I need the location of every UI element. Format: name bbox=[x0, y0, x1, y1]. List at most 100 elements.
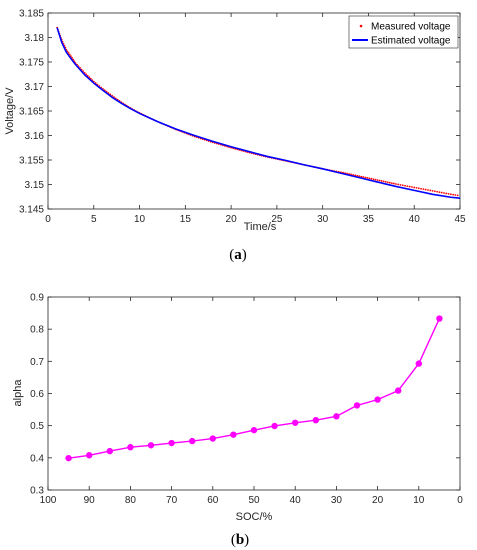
data-point bbox=[189, 437, 196, 445]
measured-point bbox=[424, 188, 427, 191]
data-point bbox=[292, 419, 299, 426]
measured-point bbox=[413, 186, 416, 189]
measured-point bbox=[404, 184, 406, 187]
estimated-voltage-series bbox=[56, 27, 461, 200]
measured-point bbox=[372, 178, 375, 181]
measured-point bbox=[366, 177, 369, 179]
data-point bbox=[168, 439, 175, 447]
x-tick-label: 5 bbox=[91, 214, 97, 225]
x-axis-label: SOC/% bbox=[236, 511, 273, 523]
measured-point bbox=[408, 185, 411, 188]
data-point bbox=[86, 452, 93, 459]
x-tick-label: 45 bbox=[454, 214, 466, 225]
data-point bbox=[127, 444, 134, 451]
measured-point bbox=[429, 189, 432, 192]
x-tick-label: 70 bbox=[166, 495, 178, 506]
measured-point bbox=[433, 190, 436, 193]
voltage-legend: Measured voltage Estimated voltage bbox=[348, 15, 459, 49]
data-point bbox=[312, 416, 319, 424]
measured-point bbox=[399, 183, 402, 186]
y-tick-label: 3.155 bbox=[19, 156, 44, 167]
y-tick-label: 3.165 bbox=[19, 107, 44, 118]
y-tick-label: 0.8 bbox=[30, 325, 44, 336]
measured-point bbox=[411, 186, 413, 188]
measured-point bbox=[431, 189, 434, 192]
measured-point bbox=[427, 189, 429, 191]
data-point bbox=[436, 315, 443, 322]
caption-paren-open: ( bbox=[231, 532, 236, 548]
measured-point bbox=[449, 193, 452, 196]
y-tick-label: 3.175 bbox=[19, 58, 44, 69]
y-tick-label: 3.17 bbox=[25, 82, 45, 93]
caption-paren-close: ) bbox=[242, 247, 247, 263]
panel-caption-b: (b) bbox=[231, 532, 249, 548]
data-point bbox=[209, 435, 216, 442]
measured-point bbox=[443, 192, 445, 194]
y-tick-label: 0.9 bbox=[30, 293, 44, 304]
y-tick-label: 3.185 bbox=[19, 9, 44, 20]
legend-label-estimated: Estimated voltage bbox=[371, 36, 451, 47]
data-point bbox=[271, 422, 278, 430]
measured-point bbox=[364, 176, 367, 179]
voltage-chart: 0 5 10 15 20 25 30 35 40 45 3.145 3.15 3.155 3.16 3.16… bbox=[4, 9, 466, 264]
measured-point bbox=[370, 177, 373, 180]
measured-point bbox=[68, 53, 71, 56]
alpha-chart: 100 90 80 70 60 50 40 30 20 10 00.30.40.50.60.70.8… bbox=[12, 293, 463, 549]
y-axis-label: alpha bbox=[12, 379, 24, 407]
measured-point bbox=[378, 179, 381, 182]
measured-point bbox=[380, 180, 383, 182]
data-point bbox=[250, 426, 258, 434]
x-tick-label: 15 bbox=[180, 214, 192, 225]
x-tick-label: 90 bbox=[84, 495, 96, 506]
measured-point bbox=[384, 180, 387, 183]
x-tick-label: 20 bbox=[372, 495, 384, 506]
measured-point bbox=[445, 192, 448, 195]
caption-paren-close: ) bbox=[244, 532, 249, 548]
y-axis-label: Voltage/V bbox=[4, 87, 16, 135]
measured-point bbox=[388, 181, 391, 184]
x-tick-label: 20 bbox=[226, 214, 238, 225]
data-point bbox=[353, 402, 361, 409]
data-point bbox=[415, 360, 422, 367]
x-tick-label: 25 bbox=[271, 214, 283, 225]
series-line bbox=[68, 318, 441, 459]
data-point bbox=[333, 413, 340, 420]
caption-paren-open: ( bbox=[229, 247, 234, 263]
legend-label-measured: Measured voltage bbox=[371, 22, 451, 33]
data-point bbox=[395, 387, 402, 394]
x-tick-label: 30 bbox=[331, 495, 343, 506]
legend-swatch-measured bbox=[359, 24, 363, 28]
measured-point bbox=[390, 182, 393, 185]
measured-point bbox=[415, 186, 418, 189]
data-point bbox=[65, 454, 72, 462]
measured-point bbox=[392, 182, 395, 185]
x-tick-label: 30 bbox=[317, 214, 329, 225]
y-tick-label: 3.15 bbox=[25, 180, 45, 191]
series-line bbox=[56, 27, 461, 200]
x-tick-label: 10 bbox=[134, 214, 146, 225]
measured-point bbox=[447, 192, 450, 195]
y-tick-label: 0.5 bbox=[30, 421, 44, 432]
measured-point bbox=[440, 191, 443, 194]
x-tick-label: 0 bbox=[45, 214, 51, 225]
measured-point bbox=[382, 180, 385, 183]
x-tick-label: 60 bbox=[207, 495, 219, 506]
measured-point bbox=[456, 194, 459, 197]
measured-point bbox=[368, 177, 371, 180]
y-tick-label: 3.16 bbox=[25, 131, 45, 142]
x-tick-label: 10 bbox=[413, 495, 425, 506]
x-tick-label: 40 bbox=[409, 214, 421, 225]
x-tick-label: 50 bbox=[248, 495, 260, 506]
x-tick-label: 80 bbox=[125, 495, 137, 506]
x-tick-label: 100 bbox=[40, 495, 57, 506]
measured-point bbox=[420, 187, 422, 190]
caption-letter: a bbox=[234, 247, 242, 263]
y-tick-label: 0.7 bbox=[30, 357, 44, 368]
measured-voltage-series bbox=[56, 26, 459, 197]
data-point bbox=[147, 442, 155, 449]
panel-caption-a: (a) bbox=[229, 247, 247, 263]
measured-point bbox=[358, 175, 361, 178]
caption-letter: b bbox=[236, 532, 244, 548]
x-tick-label: 0 bbox=[457, 495, 463, 506]
